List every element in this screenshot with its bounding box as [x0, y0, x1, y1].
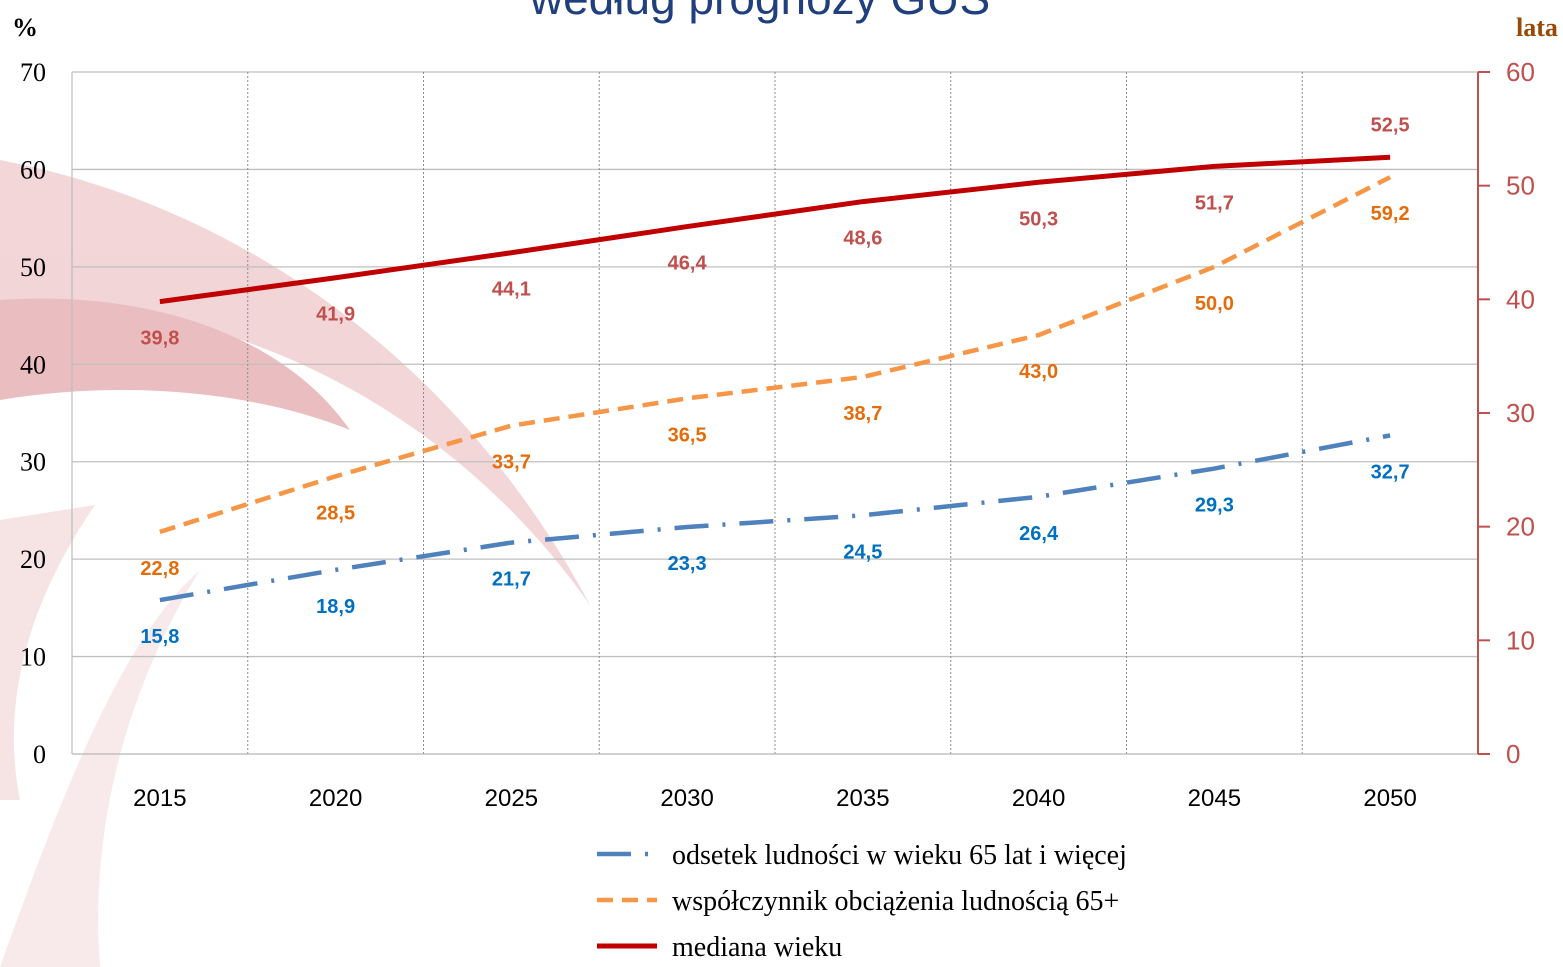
x-tick-label: 2020 — [309, 785, 362, 812]
data-label: 15,8 — [140, 626, 179, 648]
series-line — [159, 154, 1391, 305]
y-axis-label: % — [12, 13, 38, 42]
data-label: 43,0 — [1019, 361, 1058, 383]
y-tick-label: 30 — [20, 448, 46, 477]
x-tick-label: 2040 — [1012, 785, 1065, 812]
x-tick-label: 2045 — [1188, 785, 1241, 812]
data-label: 52,5 — [1371, 114, 1410, 136]
y-tick-label: 70 — [20, 58, 46, 87]
data-label: 28,5 — [316, 502, 355, 524]
data-label: 32,7 — [1371, 461, 1410, 483]
y-tick-label: 60 — [20, 155, 46, 184]
series-line — [159, 433, 1391, 603]
x-tick-label: 2030 — [660, 785, 713, 812]
y2-tick-label: 0 — [1506, 739, 1520, 769]
data-label: 41,9 — [316, 304, 355, 326]
y-tick-label: 40 — [20, 350, 46, 379]
data-label: 46,4 — [668, 253, 708, 275]
data-label: 18,9 — [316, 596, 355, 618]
y-tick-label: 10 — [20, 643, 46, 672]
data-label: 50,0 — [1195, 293, 1234, 315]
data-label: 29,3 — [1195, 495, 1234, 517]
legend-label: odsetek ludności w wieku 65 lat i więcej — [672, 840, 1127, 871]
y2-tick-label: 30 — [1506, 398, 1535, 428]
data-label: 59,2 — [1371, 203, 1410, 225]
y2-tick-label: 60 — [1506, 57, 1535, 87]
x-tick-label: 2050 — [1363, 785, 1416, 812]
chart-title: według prognozy GUS — [529, 0, 990, 24]
data-label: 51,7 — [1195, 192, 1234, 214]
y2-tick-label: 40 — [1506, 284, 1535, 314]
y-tick-label: 20 — [20, 545, 46, 574]
data-label: 50,3 — [1019, 208, 1058, 230]
x-tick-label: 2015 — [133, 785, 186, 812]
y2-tick-label: 50 — [1506, 171, 1535, 201]
data-label: 48,6 — [843, 228, 882, 250]
data-label: 36,5 — [668, 424, 707, 446]
data-label: 38,7 — [843, 403, 882, 425]
data-label: 26,4 — [1019, 523, 1059, 545]
y2-tick-label: 10 — [1506, 625, 1535, 655]
series-line — [159, 175, 1392, 535]
legend-label: współczynnik obciążenia ludnością 65+ — [672, 886, 1119, 917]
data-label: 21,7 — [492, 569, 531, 591]
y-tick-label: 0 — [33, 740, 46, 769]
data-label: 22,8 — [140, 558, 179, 580]
y2-tick-label: 20 — [1506, 512, 1535, 542]
x-tick-label: 2025 — [485, 785, 538, 812]
data-label: 33,7 — [492, 452, 531, 474]
data-label: 23,3 — [668, 553, 707, 575]
data-label: 44,1 — [492, 279, 531, 301]
data-label: 24,5 — [843, 541, 882, 563]
data-label: 39,8 — [140, 328, 179, 350]
y-tick-label: 50 — [20, 253, 46, 282]
y2-axis-label: lata — [1516, 13, 1558, 42]
legend-label: mediana wieku — [672, 932, 842, 963]
x-tick-label: 2035 — [836, 785, 889, 812]
